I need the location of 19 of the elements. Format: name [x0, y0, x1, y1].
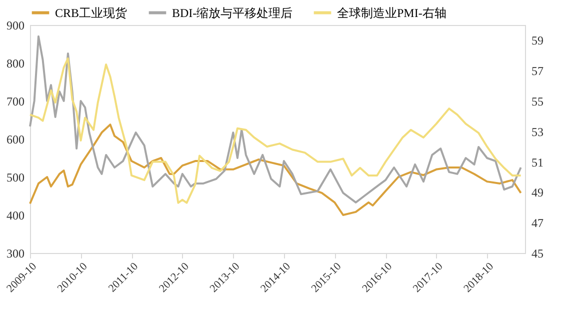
legend-label: CRB工业现货 [55, 6, 128, 20]
y-tick-label: 600 [6, 132, 24, 146]
y-tick-label: 700 [6, 94, 24, 108]
y2-tick-label: 47 [532, 216, 544, 230]
y-tick-label: 800 [6, 56, 24, 70]
line-series [29, 124, 522, 216]
y2-tick-label: 57 [532, 64, 544, 78]
y2-tick-label: 45 [532, 246, 544, 260]
y-tick-label: 400 [6, 208, 24, 222]
y2-tick-label: 49 [532, 186, 544, 200]
legend-label: 全球制造业PMI-右轴 [337, 6, 446, 20]
y2-tick-label: 51 [532, 155, 544, 170]
legend-label: BDI-缩放与平移处理后 [172, 6, 293, 20]
y2-tick-label: 59 [532, 34, 544, 48]
y2-tick-label: 53 [532, 124, 544, 139]
y-tick-label: 900 [6, 18, 24, 32]
y-tick-label: 500 [6, 170, 24, 184]
y-tick-label: 300 [6, 246, 24, 260]
y2-tick-label: 55 [532, 94, 544, 108]
